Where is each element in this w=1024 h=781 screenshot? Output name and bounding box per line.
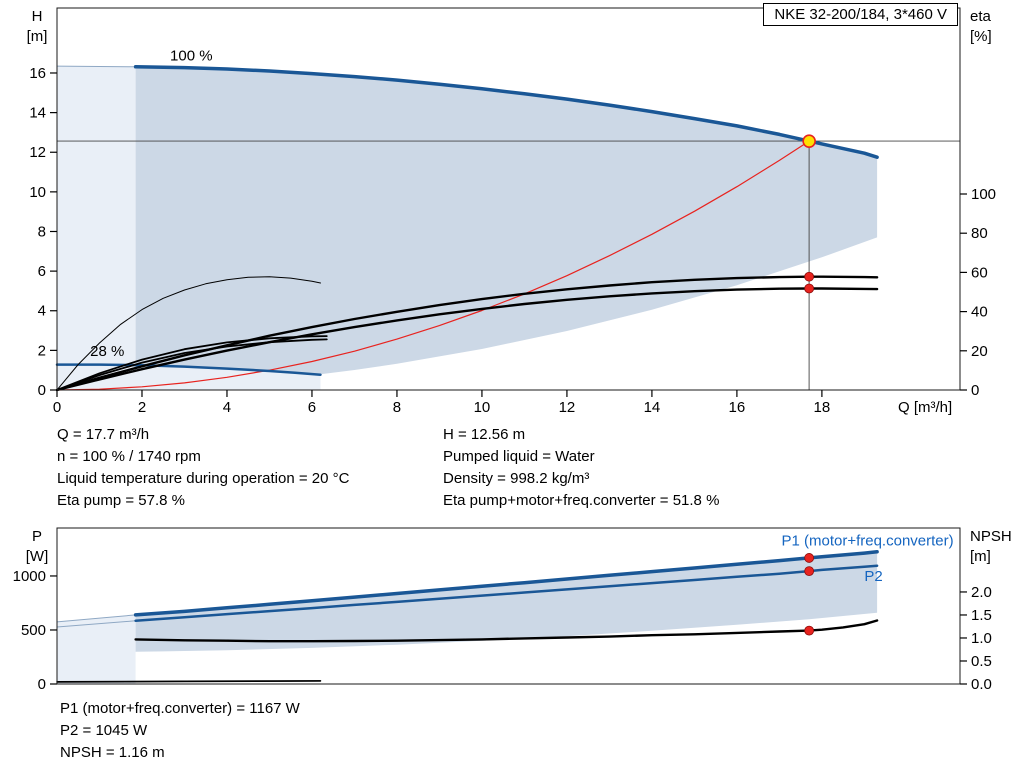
- info-head: H = 12.56 m: [443, 426, 526, 443]
- left-axis-title: [W]: [26, 548, 49, 565]
- x-axis-tick-label: 0: [53, 399, 61, 416]
- left-axis-tick-label: 14: [29, 105, 46, 122]
- info-p1: P1 (motor+freq.converter) = 1167 W: [60, 700, 300, 717]
- x-axis-tick-label: 14: [644, 399, 661, 416]
- left-axis-tick-label: 10: [29, 184, 46, 201]
- duty-info-right-column: H = 12.56 m Pumped liquid = Water Densit…: [443, 424, 719, 512]
- x-axis-title: Q [m³/h]: [898, 399, 952, 416]
- p2-thin-line: [56, 620, 137, 628]
- head-efficiency-chart-frame: [56, 7, 961, 391]
- left-axis-tick-label: 4: [38, 303, 46, 320]
- p1-dot: [804, 553, 815, 563]
- x-axis-tick-label: 18: [814, 399, 831, 416]
- p1-curve: [133, 550, 879, 617]
- power-npsh-chart: 0 500 1000 0.0 0.5 1.0 1.5 2.0 P [W] NPSH [m] P1 (mo…: [13, 527, 1012, 693]
- x-axis-tick-label: 10: [474, 399, 491, 416]
- right-axis-tick-label: 1.5: [971, 607, 992, 624]
- p2-min-curve: [56, 680, 322, 683]
- left-axis-tick-label: 500: [21, 622, 46, 639]
- head-efficiency-chart: 0 2 4 6 8 10 12 14 16 0 20 40 60 80 100 0 2 4 6 8 10 12 14 16 18…: [27, 7, 996, 416]
- x-axis-tick-label: 2: [138, 399, 146, 416]
- pump-curve-100-thin: [56, 65, 137, 68]
- x-axis-tick-label: 4: [223, 399, 231, 416]
- p2-label: P2: [864, 568, 882, 585]
- info-density: Density = 998.2 kg/m³: [443, 470, 590, 487]
- pump-title-box: NKE 32-200/184, 3*460 V: [763, 3, 958, 26]
- eta-28-curve: [56, 276, 321, 391]
- npsh-dot: [804, 625, 815, 636]
- left-axis-title: P: [32, 528, 42, 545]
- power-npsh-summary: P1 (motor+freq.converter) = 1167 W P2 = …: [60, 698, 300, 764]
- x-axis-tick-label: 8: [393, 399, 401, 416]
- right-axis-tick-label: 100: [971, 186, 996, 203]
- p2-curve: [134, 564, 879, 623]
- operating-region: [135, 66, 878, 375]
- right-axis-tick-label: 1.0: [971, 630, 992, 647]
- right-axis-tick-label: 20: [971, 343, 988, 360]
- left-axis-tick-label: 6: [38, 263, 46, 280]
- right-axis-tick-label: 0.5: [971, 653, 992, 670]
- eta-total-dot: [804, 283, 815, 294]
- speed-28-label: 28 %: [90, 343, 124, 360]
- operating-region-light: [57, 66, 321, 390]
- eta-total-curve: [55, 287, 879, 392]
- info-pumped-liquid: Pumped liquid = Water: [443, 448, 595, 465]
- right-axis-tick-label: 0: [971, 382, 979, 399]
- x-axis-tick-label: 12: [559, 399, 576, 416]
- left-axis-tick-label: 1000: [13, 568, 46, 585]
- info-p2: P2 = 1045 W: [60, 722, 148, 739]
- left-axis-title: H: [32, 8, 43, 25]
- right-axis-tick-label: 40: [971, 304, 988, 321]
- eta-pump-dot: [804, 271, 815, 282]
- power-region: [135, 551, 878, 652]
- pump-model-title: NKE 32-200/184, 3*460 V: [774, 6, 947, 23]
- right-axis-title: [m]: [970, 548, 991, 565]
- x-axis-tick-label: 6: [308, 399, 316, 416]
- p1-label: P1 (motor+freq.converter): [781, 533, 953, 550]
- left-axis-tick-label: 0: [38, 676, 46, 693]
- p1-thin-line: [56, 614, 137, 623]
- right-axis-title: NPSH: [970, 528, 1012, 545]
- x-axis-tick-label: 16: [729, 399, 746, 416]
- right-axis-tick-label: 2.0: [971, 584, 992, 601]
- speed-100-label: 100 %: [170, 48, 213, 65]
- info-npsh: NPSH = 1.16 m: [60, 744, 165, 761]
- info-liquid-temperature: Liquid temperature during operation = 20…: [57, 470, 350, 487]
- power-npsh-chart-frame: [56, 527, 961, 685]
- eta-28-aux-curve-1: [56, 335, 328, 391]
- left-axis-tick-label: 2: [38, 342, 46, 359]
- eta-28-aux-curve-2: [56, 338, 328, 391]
- left-axis-tick-label: 16: [29, 65, 46, 82]
- info-flow: Q = 17.7 m³/h: [57, 426, 150, 443]
- system-curve: [56, 140, 810, 391]
- left-axis-tick-label: 0: [38, 382, 46, 399]
- info-eta-total: Eta pump+motor+freq.converter = 51.8 %: [443, 492, 720, 509]
- power-region-light: [57, 614, 136, 684]
- right-axis-title: [%]: [970, 28, 992, 45]
- left-axis-title: [m]: [27, 28, 48, 45]
- duty-info-left-column: Q = 17.7 m³/h n = 100 % / 1740 rpm Liqui…: [57, 424, 349, 512]
- right-axis-tick-label: 0.0: [971, 676, 992, 693]
- info-eta-pump: Eta pump = 57.8 %: [57, 492, 185, 509]
- left-axis-tick-label: 12: [29, 144, 46, 161]
- p2-dot: [804, 566, 815, 577]
- left-axis-tick-label: 8: [38, 223, 46, 240]
- info-speed: n = 100 % / 1740 rpm: [57, 448, 201, 465]
- npsh-curve: [134, 619, 879, 643]
- pump-curve-28: [55, 363, 322, 376]
- right-axis-tick-label: 60: [971, 264, 988, 281]
- duty-point[interactable]: [802, 134, 816, 148]
- right-axis-title: eta: [970, 8, 992, 25]
- right-axis-tick-label: 80: [971, 225, 988, 242]
